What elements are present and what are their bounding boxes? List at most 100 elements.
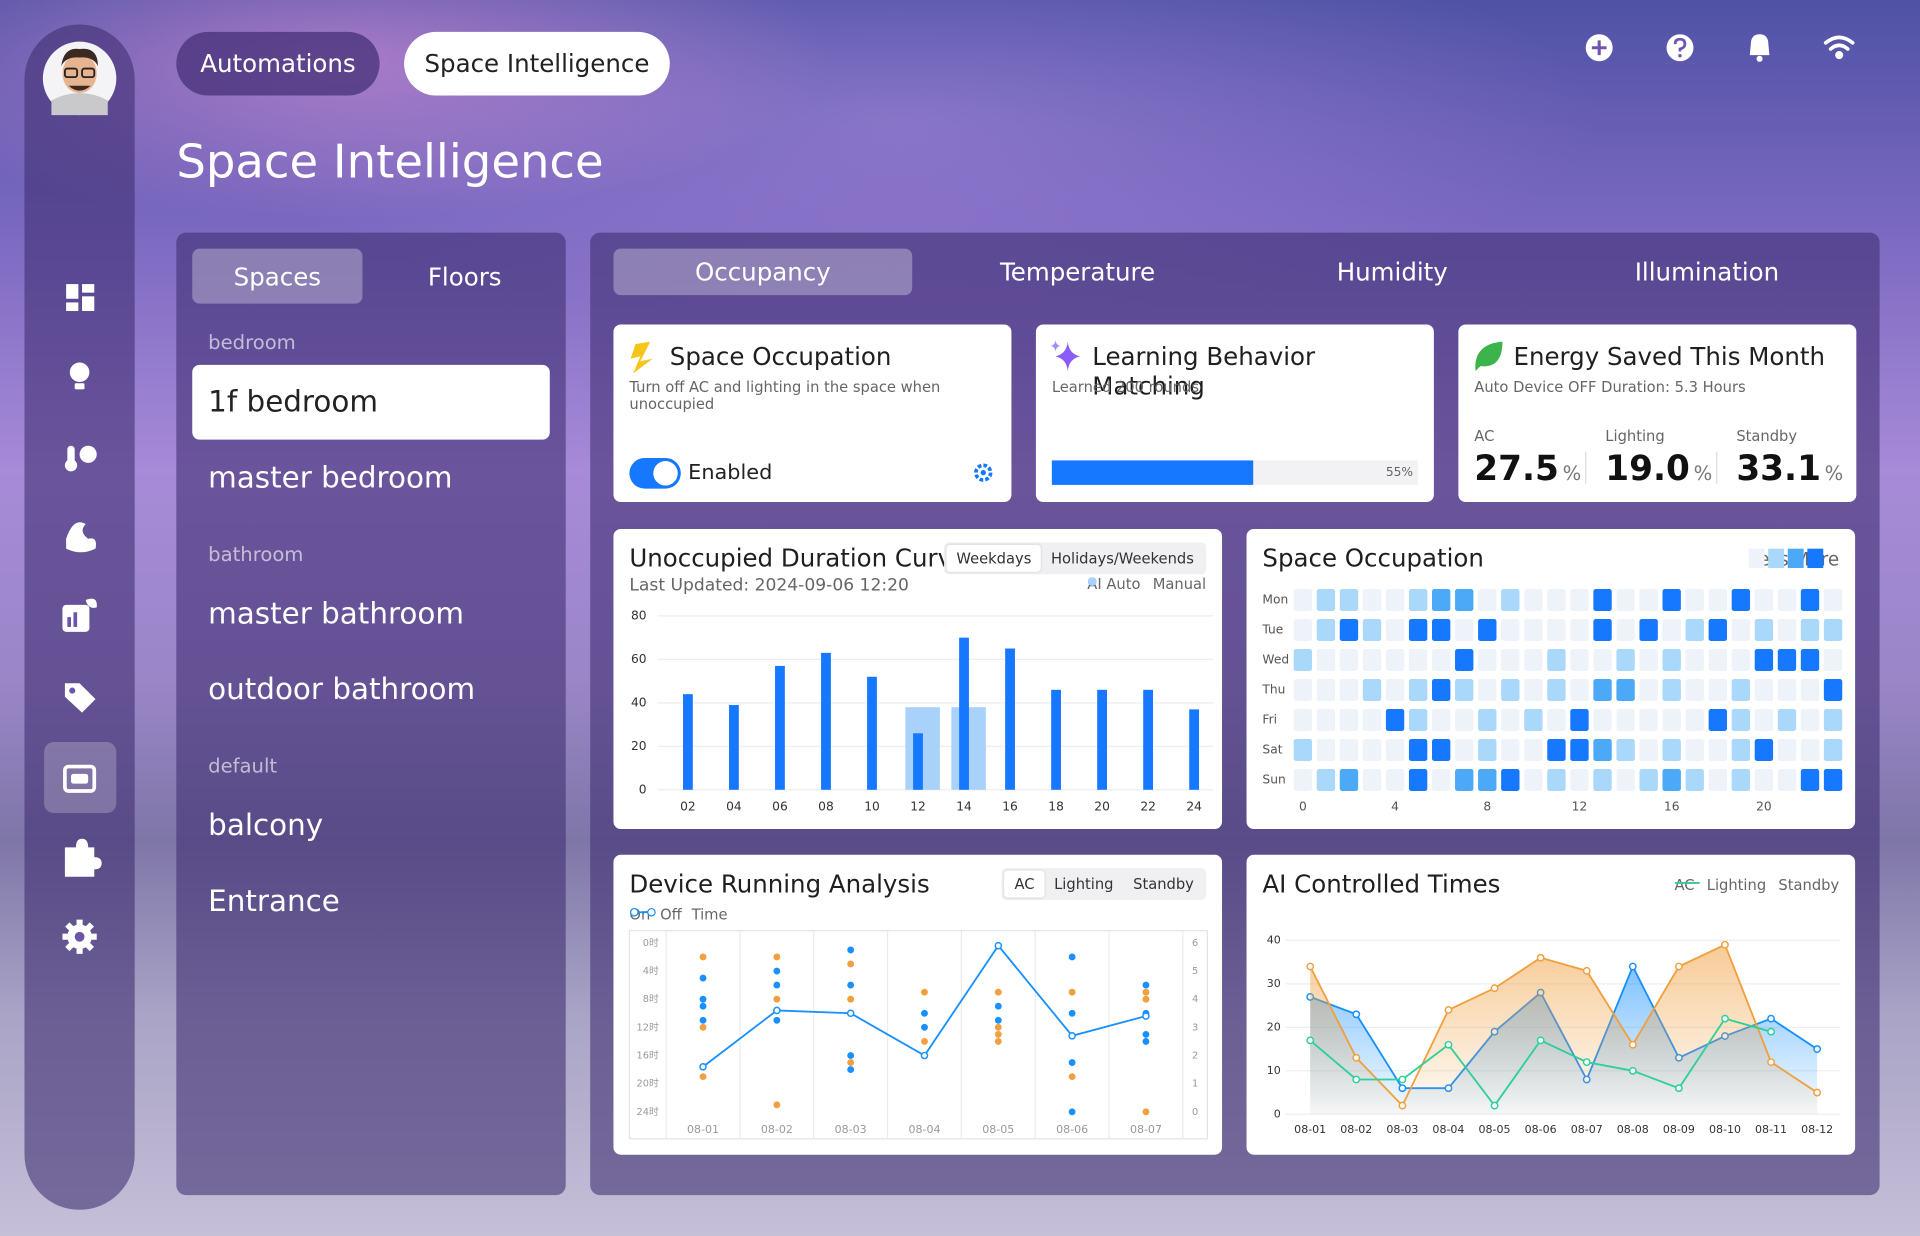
top-tab-active[interactable]: Space Intelligence <box>404 31 670 96</box>
x-tick-label: 08-02 <box>1340 1123 1372 1136</box>
card-title: Learning Behavior Matching <box>1092 341 1316 401</box>
scatter-point <box>699 974 707 982</box>
settings-button[interactable] <box>974 463 993 482</box>
heat-cell <box>1570 618 1589 642</box>
scatter-point <box>1142 1030 1150 1038</box>
point <box>1398 1101 1407 1110</box>
leaf-icon <box>1475 341 1503 372</box>
space-tab[interactable]: Spaces <box>192 248 363 304</box>
avatar[interactable] <box>42 41 117 116</box>
metric-tab[interactable]: Occupancy <box>613 248 913 296</box>
row-label: Sun <box>1262 773 1285 787</box>
space-item[interactable]: 1f bedroom <box>208 384 378 419</box>
y-tick-label: 20 <box>1267 1020 1281 1033</box>
bar <box>775 665 785 790</box>
heat-cell <box>1501 738 1520 762</box>
heat-cell <box>1685 588 1704 612</box>
settings-icon[interactable] <box>62 919 97 954</box>
heat-cell <box>1823 708 1843 732</box>
metric-tab[interactable]: Temperature <box>999 257 1156 287</box>
heat-cell <box>1662 618 1681 642</box>
legend-swatch <box>1807 548 1824 569</box>
option-button[interactable]: Holidays/Weekends <box>1050 549 1194 567</box>
y-tick-label: 8时 <box>643 993 659 1005</box>
space-item[interactable]: Entrance <box>208 884 340 919</box>
space-tab[interactable]: Floors <box>427 261 502 291</box>
wifi-icon[interactable] <box>1823 35 1855 60</box>
x-tick-label: 08-11 <box>1755 1123 1787 1136</box>
toggle[interactable] <box>629 457 681 489</box>
stat-unit: % <box>1824 461 1844 485</box>
stat-unit: % <box>1562 461 1582 485</box>
heat-cell <box>1339 588 1359 612</box>
space-item[interactable]: balcony <box>208 808 324 843</box>
x-tick-label: 08-08 <box>1617 1123 1649 1136</box>
plugin-icon[interactable] <box>64 838 102 877</box>
option-button[interactable]: Lighting <box>1054 875 1114 893</box>
row-label: Thu <box>1261 683 1285 697</box>
heat-cell <box>1547 738 1566 762</box>
space-item[interactable]: master bedroom <box>208 460 453 495</box>
scatter-point <box>994 988 1002 996</box>
heat-cell <box>1754 738 1774 762</box>
row-label: Mon <box>1262 593 1288 607</box>
space-icon[interactable] <box>63 764 97 793</box>
legend-dot <box>1087 577 1097 586</box>
plot-frame <box>628 930 1208 1140</box>
notification-icon[interactable] <box>1749 34 1770 62</box>
heat-cell <box>1501 648 1520 672</box>
legend: On Off Time <box>629 906 727 923</box>
option-button[interactable]: Standby <box>1133 875 1194 893</box>
scatter-point <box>699 1073 707 1081</box>
heat-cell <box>1547 588 1566 612</box>
heat-cell <box>1478 618 1497 642</box>
scatter-point <box>921 988 928 996</box>
scene-icon[interactable] <box>66 522 97 553</box>
heat-cell <box>1408 768 1428 792</box>
scatter-point <box>994 1038 1002 1045</box>
stat-value-row: 27.5% <box>1474 448 1581 488</box>
x-tick-label: 08-05 <box>1479 1123 1511 1136</box>
lighting-icon[interactable] <box>69 362 90 390</box>
metric-tab[interactable]: Humidity <box>1336 257 1448 287</box>
add-icon[interactable] <box>1585 34 1613 62</box>
heat-cell <box>1800 618 1820 642</box>
line <box>1309 943 1818 1108</box>
energy-icon[interactable] <box>62 598 97 632</box>
heat-cell <box>1593 588 1612 612</box>
climate-icon[interactable] <box>64 445 97 472</box>
heat-cell <box>1362 768 1382 792</box>
heat-cell <box>1431 708 1451 732</box>
option-button[interactable]: AC <box>1004 870 1045 898</box>
option-button[interactable]: Weekdays <box>946 544 1042 572</box>
heat-cell <box>1570 738 1589 762</box>
help-icon[interactable] <box>1666 34 1694 62</box>
x-tick-label: 08 <box>818 799 834 813</box>
dashboard-icon[interactable] <box>66 284 95 312</box>
metric-tab[interactable]: Illumination <box>1634 257 1780 287</box>
x-tick-label: 16 <box>1002 799 1018 813</box>
top-tab[interactable]: Automations <box>176 31 380 96</box>
space-item[interactable]: master bathroom <box>208 596 464 631</box>
bar <box>1051 689 1061 790</box>
energy-card: Energy Saved This Month Auto Device OFF … <box>1458 324 1857 503</box>
ai-chart-card: AI Controlled Times 0 10 20 30 40 08-01 08-02 08… <box>1246 854 1856 1155</box>
card-title: Space Occupation <box>669 341 892 372</box>
legend-item: Lighting <box>1675 877 1766 894</box>
space-item[interactable]: outdoor bathroom <box>208 672 476 707</box>
heat-cell <box>1639 648 1658 672</box>
x-tick-label: 08-06 <box>1056 1123 1088 1136</box>
point <box>1767 1027 1775 1036</box>
heat-cell <box>1570 678 1589 702</box>
energy-card-graphics <box>1475 341 1718 484</box>
heat-cell <box>1639 708 1658 732</box>
row-label: Fri <box>1262 713 1277 727</box>
heat-cell <box>1823 618 1843 642</box>
x-tick-label: 08-09 <box>1663 1123 1695 1136</box>
legend-swatch <box>1787 548 1804 569</box>
tag-icon[interactable] <box>64 683 96 713</box>
heat-cell <box>1823 768 1843 792</box>
heat-cell <box>1547 618 1566 642</box>
bar <box>959 637 969 790</box>
